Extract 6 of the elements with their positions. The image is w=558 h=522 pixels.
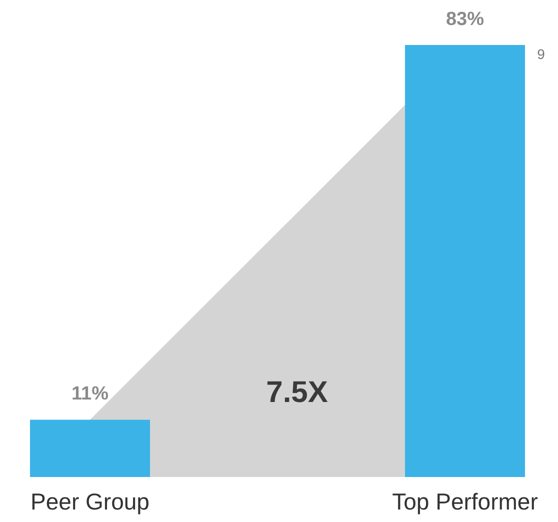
data-label: 83% (446, 9, 484, 30)
annotation: 7.5X (266, 376, 328, 409)
x-tick-label: Top Performer (392, 488, 538, 514)
x-tick-label: Peer Group (30, 488, 150, 514)
annotation: 9 (537, 46, 546, 62)
data-label: 11% (72, 384, 109, 405)
